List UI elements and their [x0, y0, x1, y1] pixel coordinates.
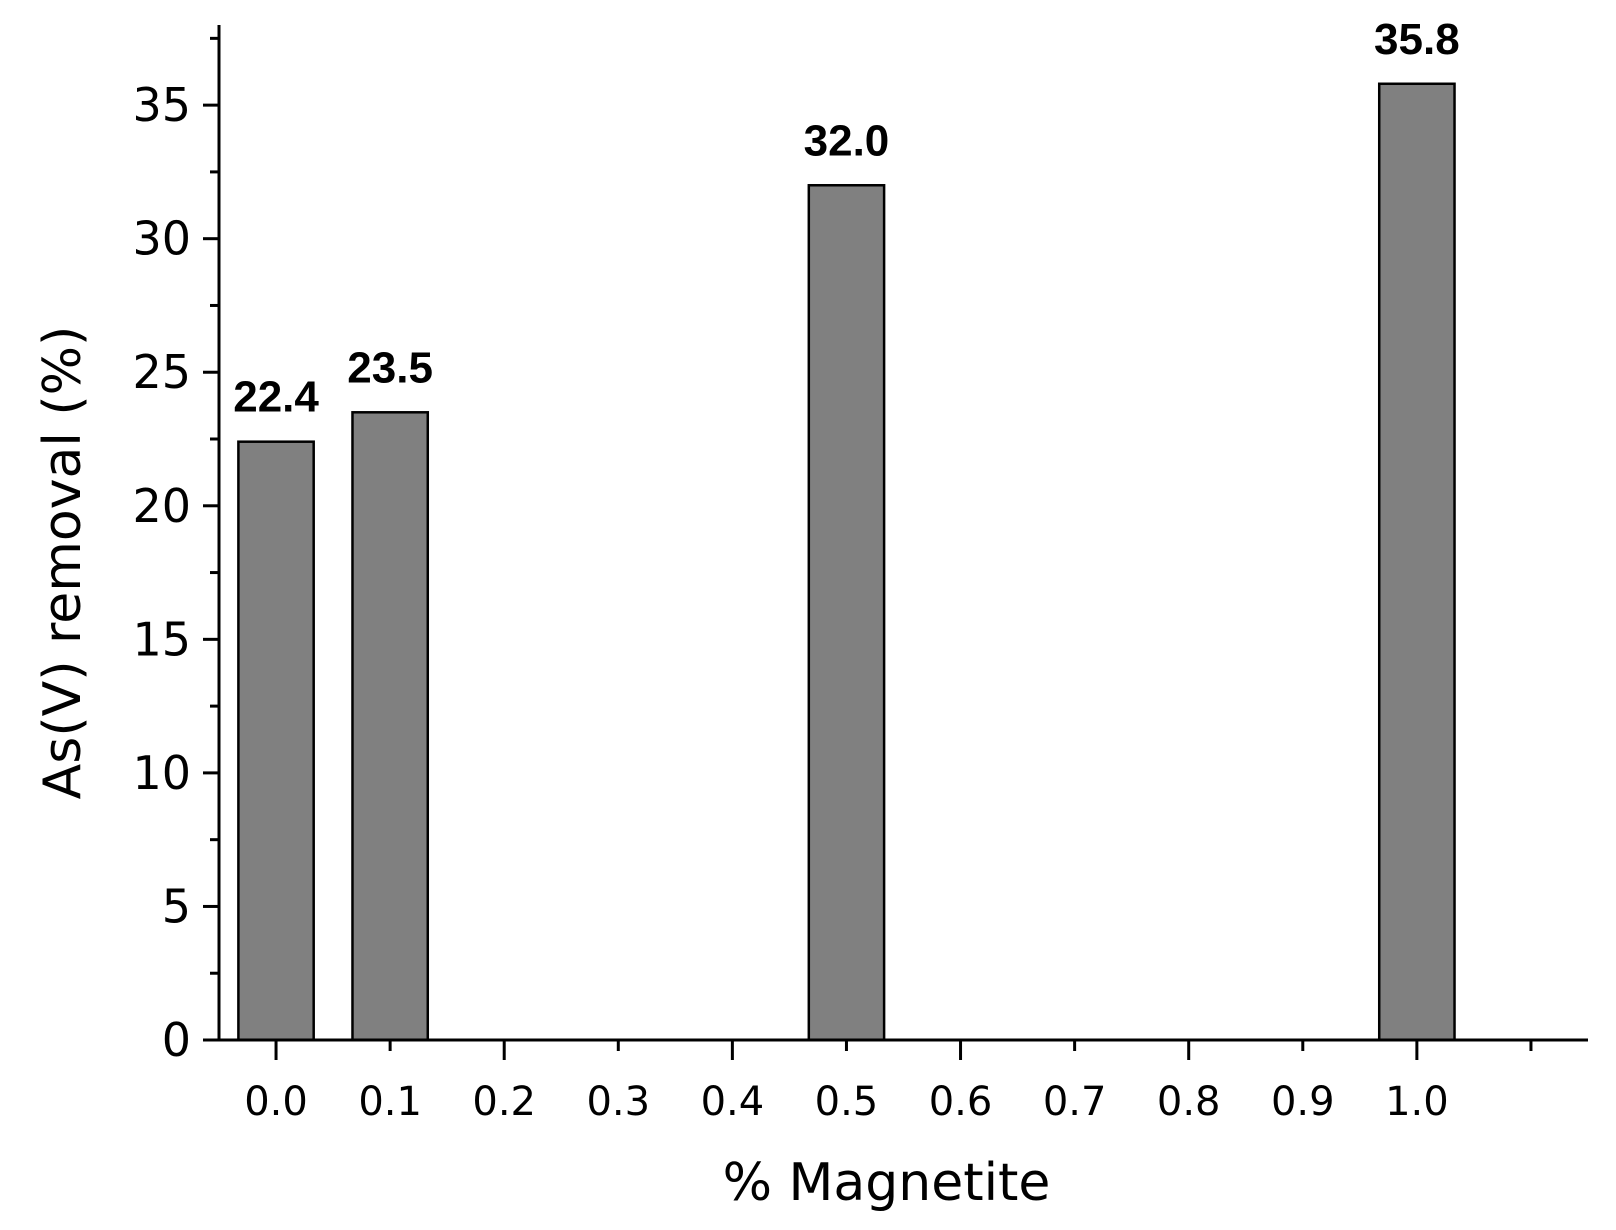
y-tick-label-0: 0 [162, 1013, 191, 1067]
bar-0 [237, 440, 315, 1042]
x-tick-label-2: 0.2 [472, 1079, 536, 1125]
x-tick-label-8: 0.8 [1157, 1079, 1221, 1125]
data-label-1: 23.5 [347, 343, 433, 392]
y-tick-label-3: 15 [132, 612, 191, 666]
y-tick-label-6: 30 [132, 212, 191, 266]
y-tick-label-5: 25 [132, 345, 191, 399]
data-label-0: 22.4 [233, 373, 319, 422]
x-tick-label-6: 0.6 [929, 1079, 993, 1125]
x-tick-label-9: 0.9 [1271, 1079, 1335, 1125]
bar-1 [351, 411, 430, 1042]
y-axis-ticks: 0 5 10 15 20 25 30 35 [132, 36, 219, 1067]
bar-3 [1377, 82, 1456, 1042]
y-tick-label-2: 10 [132, 746, 191, 800]
x-tick-label-0: 0.0 [244, 1079, 308, 1125]
data-label-2: 32.0 [804, 116, 890, 165]
bars [237, 82, 1456, 1042]
data-labels: 22.4 23.5 32.0 35.8 [233, 15, 1459, 422]
y-tick-label-4: 20 [132, 479, 191, 533]
x-axis-title: % Magnetite [723, 1153, 1051, 1213]
data-label-3: 35.8 [1374, 15, 1460, 64]
x-tick-label-4: 0.4 [701, 1079, 765, 1125]
y-tick-label-7: 35 [132, 78, 191, 132]
x-tick-label-5: 0.5 [815, 1079, 879, 1125]
x-tick-label-3: 0.3 [586, 1079, 650, 1125]
y-tick-label-1: 5 [162, 879, 191, 933]
bar-2 [807, 184, 886, 1042]
y-axis-title: As(V) removal (%) [33, 326, 93, 800]
x-tick-label-10: 1.0 [1385, 1079, 1449, 1125]
x-tick-label-1: 0.1 [358, 1079, 422, 1125]
x-axis-ticks: 0.0 0.1 0.2 0.3 0.4 0.5 0.6 0.7 0.8 0.9 1.0 [244, 1040, 1533, 1125]
x-tick-label-7: 0.7 [1043, 1079, 1107, 1125]
